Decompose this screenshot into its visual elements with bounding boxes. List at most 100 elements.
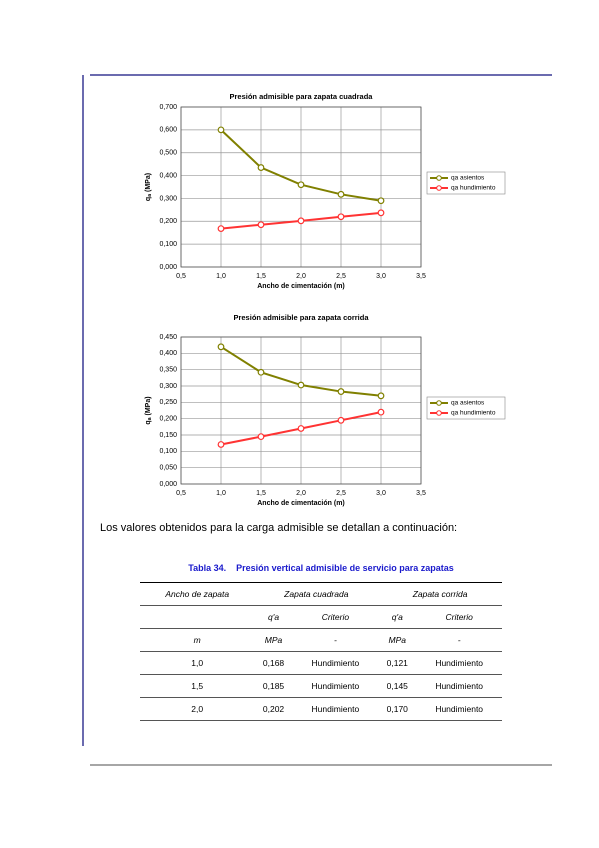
legend-marker — [436, 400, 442, 406]
x-tick-label: 2,0 — [296, 490, 306, 497]
x-tick-label: 0,5 — [176, 490, 186, 497]
data-point — [337, 213, 345, 221]
cell: 0,168 — [254, 651, 293, 675]
y-tick-label: 0,100 — [159, 241, 177, 248]
x-tick-label: 2,5 — [336, 273, 346, 280]
data-point — [297, 217, 305, 225]
cell: 1,0 — [140, 651, 255, 675]
y-tick-label: 0,150 — [159, 432, 177, 439]
units-row: m MPa - MPa - — [140, 628, 502, 652]
cell: Hundimiento — [416, 697, 502, 721]
paragraph: Los valores obtenidos para la carga admi… — [100, 522, 458, 534]
unit-cell: m — [140, 628, 255, 652]
table-title: Presión vertical admisible de servicio p… — [236, 563, 454, 573]
x-tick-label: 1,0 — [216, 490, 226, 497]
y-axis-label: qa (MPa) — [145, 173, 153, 201]
header-cell: Ancho de zapata — [140, 582, 255, 606]
y-tick-label: 0,700 — [159, 104, 177, 111]
row: 1,0 0,168 Hundimiento 0,121 Hundimiento — [140, 651, 502, 675]
x-tick-label: 1,5 — [256, 273, 266, 280]
y-tick-label: 0,400 — [159, 172, 177, 179]
row: 1,5 0,185 Hundimiento 0,145 Hundimiento — [140, 674, 502, 698]
legend-label: qa asientos — [451, 175, 485, 182]
x-tick-label: 3,5 — [416, 490, 426, 497]
unit-cell: MPa — [254, 628, 293, 652]
x-tick-label: 1,5 — [256, 490, 266, 497]
table-caption: Tabla 34. Presión vertical admisible de s… — [140, 563, 502, 573]
cell: Hundimiento — [292, 674, 379, 698]
data-point — [297, 381, 305, 389]
legend-marker — [436, 410, 442, 416]
y-tick-label: 0,350 — [159, 367, 177, 374]
data-point — [217, 343, 225, 351]
y-axis-label-main: q — [145, 420, 152, 424]
unit-cell: - — [292, 628, 379, 652]
unit-cell: - — [416, 628, 502, 652]
chart-title: Presión admisible para zapata corrida — [233, 313, 369, 322]
y-axis-label-unit: (MPa) — [145, 396, 152, 415]
legend-box — [426, 171, 506, 195]
legend-box — [426, 396, 506, 420]
x-tick-label: 0,5 — [176, 273, 186, 280]
plot-frame — [180, 106, 422, 268]
data-point — [257, 164, 265, 171]
subheader-cell: Criterio — [416, 605, 502, 629]
subheader-cell: q'a — [378, 605, 417, 629]
y-tick-label: 0,400 — [159, 350, 177, 357]
data-point — [217, 126, 225, 134]
header-cell: Zapata cuadrada — [254, 582, 379, 606]
x-axis-label: Ancho de cimentación (m) — [257, 283, 345, 290]
data-point — [297, 425, 305, 432]
plot-frame — [180, 336, 422, 485]
x-tick-label: 3,0 — [376, 273, 386, 280]
y-tick-label: 0,600 — [159, 127, 177, 134]
x-tick-label: 1,0 — [216, 273, 226, 280]
legend-label: qa hundimiento — [451, 410, 496, 417]
y-tick-label: 0,300 — [159, 383, 177, 390]
y-tick-label: 0,050 — [159, 465, 177, 472]
cell: Hundimiento — [292, 697, 379, 721]
data-point — [337, 190, 345, 198]
y-tick-label: 0,000 — [159, 264, 177, 271]
data-point — [337, 388, 345, 395]
cell: 0,121 — [378, 651, 417, 675]
subheader-row: q'a Criterio q'a Criterio — [140, 605, 502, 629]
data-point — [217, 441, 225, 448]
data-point — [377, 209, 385, 217]
legend-marker — [436, 175, 442, 181]
data-point — [257, 433, 265, 441]
y-axis-label-sub: a — [147, 194, 153, 197]
cell: 0,145 — [378, 674, 417, 698]
chart-title: Presión admisible para zapata cuadrada — [230, 92, 374, 101]
y-tick-label: 0,000 — [159, 481, 177, 488]
legend-label: qa hundimiento — [451, 185, 496, 192]
data-point — [217, 225, 225, 233]
x-tick-label: 3,0 — [376, 490, 386, 497]
data-point — [257, 368, 265, 376]
y-tick-label: 0,100 — [159, 448, 177, 455]
x-axis-label: Ancho de cimentación (m) — [257, 500, 345, 507]
cell: Hundimiento — [292, 651, 379, 675]
y-tick-label: 0,200 — [159, 218, 177, 225]
y-axis-label: qa (MPa) — [145, 396, 153, 424]
table-number: Tabla 34. — [188, 563, 227, 573]
subheader-cell: Criterio — [292, 605, 379, 629]
x-tick-label: 2,5 — [336, 490, 346, 497]
y-axis-label-main: q — [145, 197, 152, 201]
data-point — [377, 197, 385, 205]
x-tick-label: 3,5 — [416, 273, 426, 280]
data-point — [377, 408, 385, 416]
cell: Hundimiento — [416, 674, 502, 698]
cell: 1,5 — [140, 674, 255, 698]
cell: 2,0 — [140, 697, 255, 721]
y-tick-label: 0,450 — [159, 334, 177, 341]
cell: 0,185 — [254, 674, 293, 698]
cell: 0,202 — [254, 697, 293, 721]
y-axis-label-unit: (MPa) — [145, 173, 152, 192]
unit-cell: MPa — [378, 628, 417, 652]
y-tick-label: 0,300 — [159, 195, 177, 202]
x-tick-label: 2,0 — [296, 273, 306, 280]
row: 2,0 0,202 Hundimiento 0,170 Hundimiento — [140, 697, 502, 721]
